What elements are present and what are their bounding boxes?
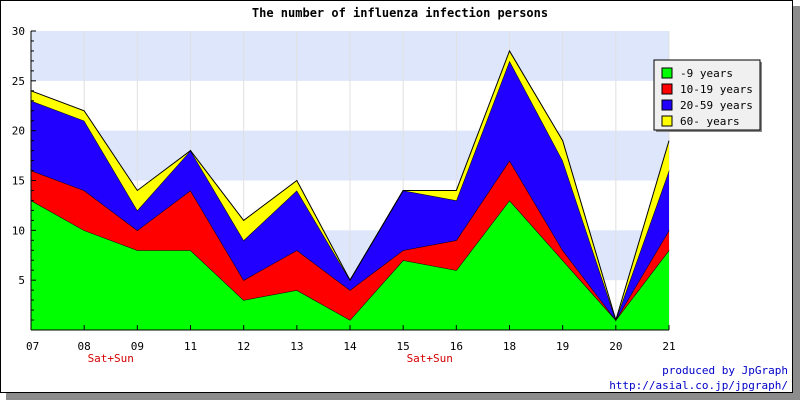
legend-swatch <box>661 115 673 127</box>
y-tick-label: 10 <box>12 224 25 237</box>
x-tick-label: 08 <box>78 340 91 353</box>
area-series <box>30 49 670 330</box>
x-tick-labels: 07 08 09 11 12 13 14 15 16 18 19 20 21 <box>26 340 676 353</box>
y-tick-label: 20 <box>12 125 25 138</box>
weekend-annotation: Sat+Sun <box>88 352 134 365</box>
legend-label: 60- years <box>680 115 740 128</box>
axes <box>30 30 670 331</box>
legend-label: 10-19 years <box>680 83 753 96</box>
weekend-annotation: Sat+Sun <box>407 352 453 365</box>
legend: -9 years 10-19 years 20-59 years 60- years <box>653 59 762 132</box>
legend-label: 20-59 years <box>680 99 753 112</box>
y-tick-label: 15 <box>12 175 25 188</box>
x-tick-label: 13 <box>290 340 303 353</box>
frame-shadow-right <box>793 6 800 400</box>
x-tick-label: 11 <box>184 340 197 353</box>
legend-swatch <box>661 67 673 79</box>
area-60-years <box>31 50 669 321</box>
y-tick-label: 25 <box>12 75 25 88</box>
area-20-59-years <box>31 60 669 321</box>
x-tick-label: 16 <box>450 340 463 353</box>
y-tick-label: 5 <box>18 274 25 287</box>
annotations: Sat+Sun Sat+Sun <box>88 352 453 365</box>
x-tick-label: 19 <box>556 340 569 353</box>
credit-line-2: http://asial.co.jp/jpgraph/ <box>609 379 788 392</box>
x-tick-label: 14 <box>343 340 357 353</box>
credit-line-1: produced by JpGraph <box>662 364 788 377</box>
legend-swatch <box>661 99 673 111</box>
y-tick-labels: 5 10 15 20 25 30 <box>12 25 25 287</box>
frame-shadow-bottom <box>6 393 800 400</box>
x-tick-label: 20 <box>609 340 622 353</box>
legend-swatch <box>661 83 673 95</box>
x-tick-label: 21 <box>662 340 675 353</box>
area-edge <box>30 49 670 322</box>
x-tick-label: 15 <box>397 340 410 353</box>
x-tick-label: 09 <box>131 340 144 353</box>
y-tick-label: 30 <box>12 25 25 38</box>
x-tick-label: 12 <box>237 340 250 353</box>
chart-title: The number of influenza infection person… <box>252 6 548 20</box>
area-9-years <box>31 200 669 330</box>
x-tick-label: 18 <box>503 340 516 353</box>
x-tick-label: 07 <box>26 340 39 353</box>
legend-label: -9 years <box>680 67 733 80</box>
area-10-19-years <box>31 160 669 321</box>
